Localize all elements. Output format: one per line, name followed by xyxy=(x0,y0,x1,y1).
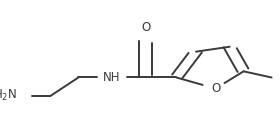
Text: O: O xyxy=(141,21,150,34)
Text: NH: NH xyxy=(103,71,121,84)
Text: O: O xyxy=(211,82,220,95)
Text: H$_2$N: H$_2$N xyxy=(0,88,17,103)
